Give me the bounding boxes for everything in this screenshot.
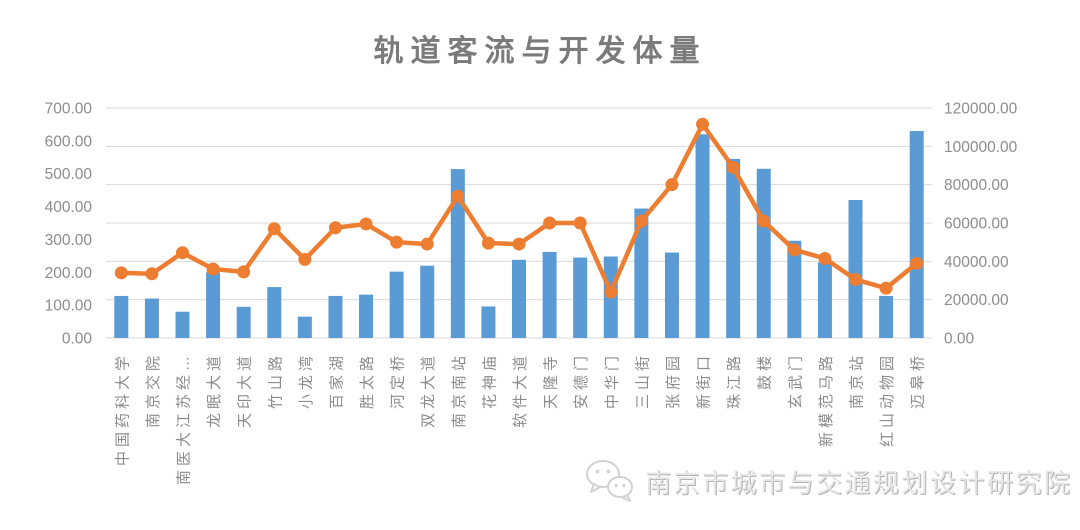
category-label: 天印大道 — [237, 352, 254, 428]
category-label: 三山街 — [634, 352, 651, 409]
line-point — [175, 246, 189, 260]
bar — [450, 169, 465, 338]
category-label: 小龙湾 — [298, 352, 315, 409]
bar — [695, 134, 710, 338]
line-point — [543, 216, 557, 230]
line-point — [328, 221, 342, 235]
chart-title: 轨道客流与开发体量 — [373, 34, 707, 69]
left-axis-tick: 400.00 — [45, 199, 93, 216]
category-label: 安德门 — [572, 352, 590, 409]
bar — [817, 262, 832, 338]
line-point — [849, 273, 863, 287]
category-label: 软件大道 — [512, 352, 529, 428]
category-label: 新模范马路 — [818, 352, 835, 447]
left-axis-tick: 300.00 — [45, 232, 93, 249]
line-point — [206, 262, 220, 276]
line-point — [665, 178, 679, 192]
line-point — [696, 117, 710, 131]
category-label: 中国药科大学 — [114, 352, 131, 466]
right-axis-tick: 60000.00 — [944, 216, 1009, 233]
category-label: 迈皋桥 — [910, 352, 927, 409]
bar — [542, 251, 557, 338]
category-label: 南京交院 — [144, 352, 162, 428]
right-axis-tick: 80000.00 — [944, 177, 1009, 194]
line-point — [512, 237, 526, 251]
right-axis-tick: 0.00 — [944, 331, 975, 348]
right-axis-tick: 40000.00 — [944, 254, 1009, 271]
category-label: 百家湖 — [328, 352, 345, 409]
category-label: 双龙大道 — [420, 352, 437, 428]
bar — [879, 295, 894, 338]
category-label: 新街口 — [696, 352, 713, 409]
line-point — [145, 267, 159, 281]
category-label: 中华门 — [604, 352, 621, 409]
left-axis-tick: 700.00 — [45, 101, 93, 118]
bar — [175, 311, 190, 338]
category-label: 玄武门 — [787, 352, 804, 409]
category-label: 花神庙 — [481, 352, 498, 409]
bar — [573, 257, 588, 338]
bar — [848, 200, 863, 338]
bar — [664, 252, 679, 338]
line-point — [390, 235, 404, 249]
bar — [389, 271, 404, 338]
line-point — [451, 189, 465, 203]
category-label: 竹山路 — [267, 352, 284, 409]
bar — [267, 287, 282, 338]
line-point — [818, 251, 832, 265]
category-label: 南京南站 — [451, 352, 468, 428]
bar — [236, 306, 251, 338]
bar — [144, 298, 159, 338]
line-point — [787, 243, 801, 257]
line-point — [420, 237, 434, 251]
bar — [420, 265, 435, 338]
line-point — [604, 285, 618, 299]
left-axis-tick: 0.00 — [62, 331, 93, 348]
line-point — [267, 222, 281, 236]
category-label: 张府园 — [665, 352, 682, 409]
bar — [297, 316, 312, 338]
line-point — [237, 265, 251, 279]
line-point — [879, 281, 893, 295]
bar — [726, 158, 741, 338]
right-axis-tick: 20000.00 — [944, 292, 1009, 309]
line-point — [481, 236, 495, 250]
category-label: 龙眠大道 — [206, 352, 223, 428]
line-point — [359, 217, 373, 231]
line-point — [114, 266, 128, 280]
line-point — [910, 256, 924, 270]
bar — [756, 168, 771, 338]
category-label: 胜太路 — [359, 352, 376, 409]
line-point — [298, 252, 312, 266]
left-axis-tick: 500.00 — [45, 166, 93, 183]
bar — [787, 240, 802, 338]
bar — [634, 208, 649, 338]
line-point — [757, 214, 771, 228]
bar — [114, 295, 129, 338]
category-label: 天隆寺 — [543, 352, 560, 409]
left-axis-tick: 600.00 — [45, 133, 93, 150]
bar — [359, 294, 374, 338]
bar — [206, 272, 221, 338]
left-axis-tick: 100.00 — [45, 298, 93, 315]
category-label: 鼓楼 — [757, 352, 774, 390]
line-point — [573, 216, 587, 230]
bar — [909, 131, 924, 338]
category-label: 南京站 — [849, 352, 866, 409]
right-axis-tick: 120000.00 — [944, 101, 1018, 118]
line-point — [634, 214, 648, 228]
category-label: 珠江路 — [726, 352, 743, 409]
category-label: 红山动物园 — [879, 352, 896, 447]
bar — [481, 306, 496, 338]
left-axis-tick: 200.00 — [45, 265, 93, 282]
line-point — [726, 160, 740, 174]
bar — [512, 259, 526, 338]
category-label: 河定桥 — [390, 352, 407, 409]
bar — [328, 295, 343, 338]
category-label: 南医大江苏经… — [175, 352, 192, 485]
right-axis-tick: 100000.00 — [944, 139, 1018, 156]
